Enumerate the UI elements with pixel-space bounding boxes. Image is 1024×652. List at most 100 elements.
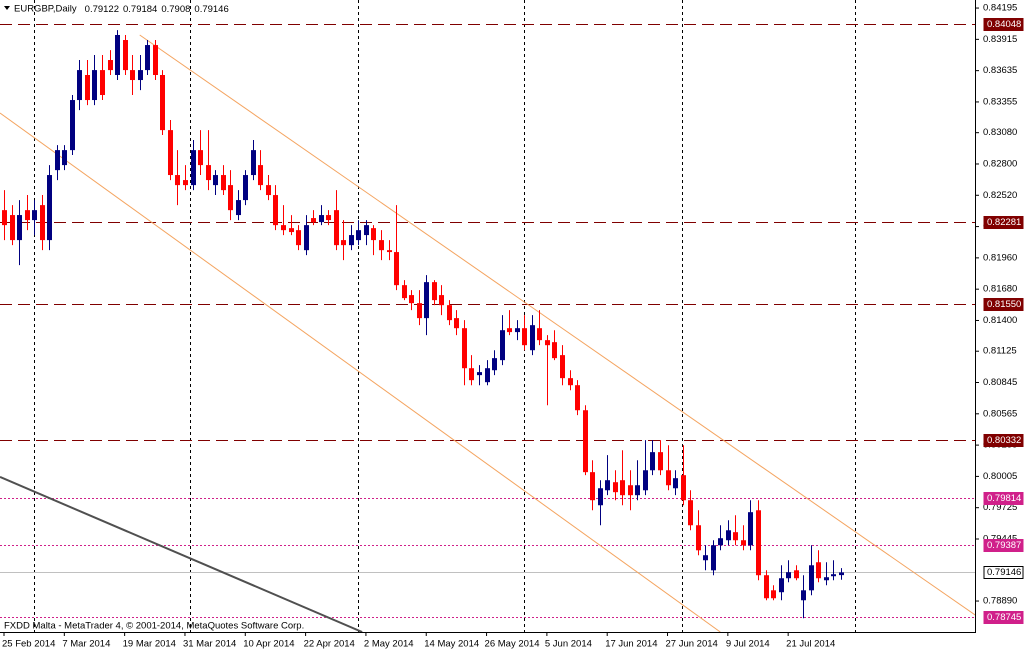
candle-body: [764, 575, 769, 599]
candle-body: [801, 590, 806, 601]
y-tick-label: 0.81400: [983, 315, 1017, 326]
candle-body: [145, 45, 150, 71]
x-tick-label: 14 May 2014: [424, 639, 479, 650]
trendline: [0, 112, 721, 632]
candle-body: [304, 225, 309, 251]
candle-body: [469, 368, 474, 381]
candle-body: [718, 538, 723, 546]
candle-body: [568, 378, 573, 386]
candle-body: [733, 532, 738, 541]
plot-area: [0, 24, 975, 632]
candle-body: [756, 510, 761, 576]
candle-body: [62, 150, 67, 166]
candle-body: [17, 215, 22, 241]
x-tick-label: 10 Apr 2014: [243, 639, 294, 650]
candle-body: [228, 185, 233, 211]
candle-body: [32, 210, 37, 221]
candle-body: [168, 130, 173, 176]
candle-body: [439, 295, 444, 306]
candle-body: [809, 565, 814, 591]
candle-body: [138, 70, 143, 81]
y-tick-label: 0.83080: [983, 127, 1017, 138]
candle-body: [515, 328, 520, 333]
level-label-box: [983, 539, 1024, 552]
candle-body: [10, 215, 15, 241]
candle-body: [100, 70, 105, 96]
y-tick-label: 0.84195: [983, 3, 1017, 14]
candle-body: [688, 500, 693, 526]
candle-body: [394, 252, 399, 286]
level-label-box: [983, 216, 1024, 229]
candle-body: [726, 530, 731, 541]
level-label: 0.78745: [987, 612, 1021, 623]
candle-body: [160, 75, 165, 131]
candle-body: [462, 328, 467, 369]
candle-body: [123, 40, 128, 71]
candle-body: [417, 303, 422, 319]
candle-body: [560, 355, 565, 379]
y-tick-label: 0.79725: [983, 502, 1017, 513]
candle-body: [289, 228, 294, 233]
x-tick-label: 31 Mar 2014: [183, 639, 236, 650]
ohlc-value: 0.79122: [85, 4, 119, 15]
candle-body: [55, 150, 60, 171]
candle-body: [696, 525, 701, 551]
x-tick-label: 5 Jun 2014: [545, 639, 592, 650]
candle-body: [786, 572, 791, 579]
candle-body: [191, 150, 196, 186]
candle-body: [507, 328, 512, 333]
candle-body: [673, 478, 678, 489]
candle-body: [794, 570, 799, 579]
chart-title: EURGBP,Daily: [14, 4, 77, 15]
ohlc-value: 0.79184: [123, 4, 157, 15]
x-tick-label: 2 May 2014: [364, 639, 414, 650]
candle-body: [447, 305, 452, 321]
candle-body: [85, 75, 90, 101]
y-tick-label: 0.80845: [983, 377, 1017, 388]
candle-body: [371, 228, 376, 241]
level-label: 0.79814: [987, 493, 1021, 504]
x-tick-label: 9 Jul 2014: [726, 639, 770, 650]
candle-body: [213, 175, 218, 186]
candle-body: [206, 165, 211, 181]
axes: 0.84195 0.83915 0.83635 0.83355 0.83080 0.828…: [2, 3, 1024, 650]
candle-body: [92, 70, 97, 101]
ohlc-header: 0.79122 0.79184 0.7908 0.79146: [85, 4, 229, 15]
y-tick-label: 0.80005: [983, 471, 1017, 482]
candle-body: [545, 340, 550, 346]
candle-body: [236, 200, 241, 216]
candle-body: [70, 100, 75, 151]
y-tick-label: 0.82800: [983, 158, 1017, 169]
level-label: 0.80332: [987, 435, 1021, 446]
candle-body: [175, 175, 180, 186]
y-tick-label: 0.78890: [983, 596, 1017, 607]
candle-body: [402, 285, 407, 299]
candle-body: [703, 555, 708, 561]
candle-body: [771, 590, 776, 599]
x-tick-label: 27 Jun 2014: [666, 639, 718, 650]
candle-body: [643, 470, 648, 491]
candle-body: [590, 472, 595, 501]
level-label-box: [983, 492, 1024, 505]
candle-body: [387, 250, 392, 253]
candle-body: [748, 512, 753, 546]
level-label: 0.79387: [987, 540, 1021, 551]
y-tick-label: 0.83355: [983, 96, 1017, 107]
candle-body: [183, 180, 188, 186]
level-label-box: [983, 566, 1024, 579]
candle-body: [251, 150, 256, 176]
candle-body: [681, 475, 686, 501]
y-tick-label: 0.81960: [983, 252, 1017, 263]
candle-body: [666, 470, 671, 486]
candle-body: [326, 215, 331, 221]
x-tick-label: 7 Mar 2014: [62, 639, 110, 650]
candle-body: [364, 225, 369, 236]
y-tick-label: 0.83635: [983, 65, 1017, 76]
candle-body: [266, 185, 271, 196]
candle-body: [816, 562, 821, 579]
candle-body: [824, 577, 829, 581]
candle-body: [575, 385, 580, 411]
candle-body: [311, 218, 316, 223]
x-tick-label: 25 Feb 2014: [2, 639, 55, 650]
